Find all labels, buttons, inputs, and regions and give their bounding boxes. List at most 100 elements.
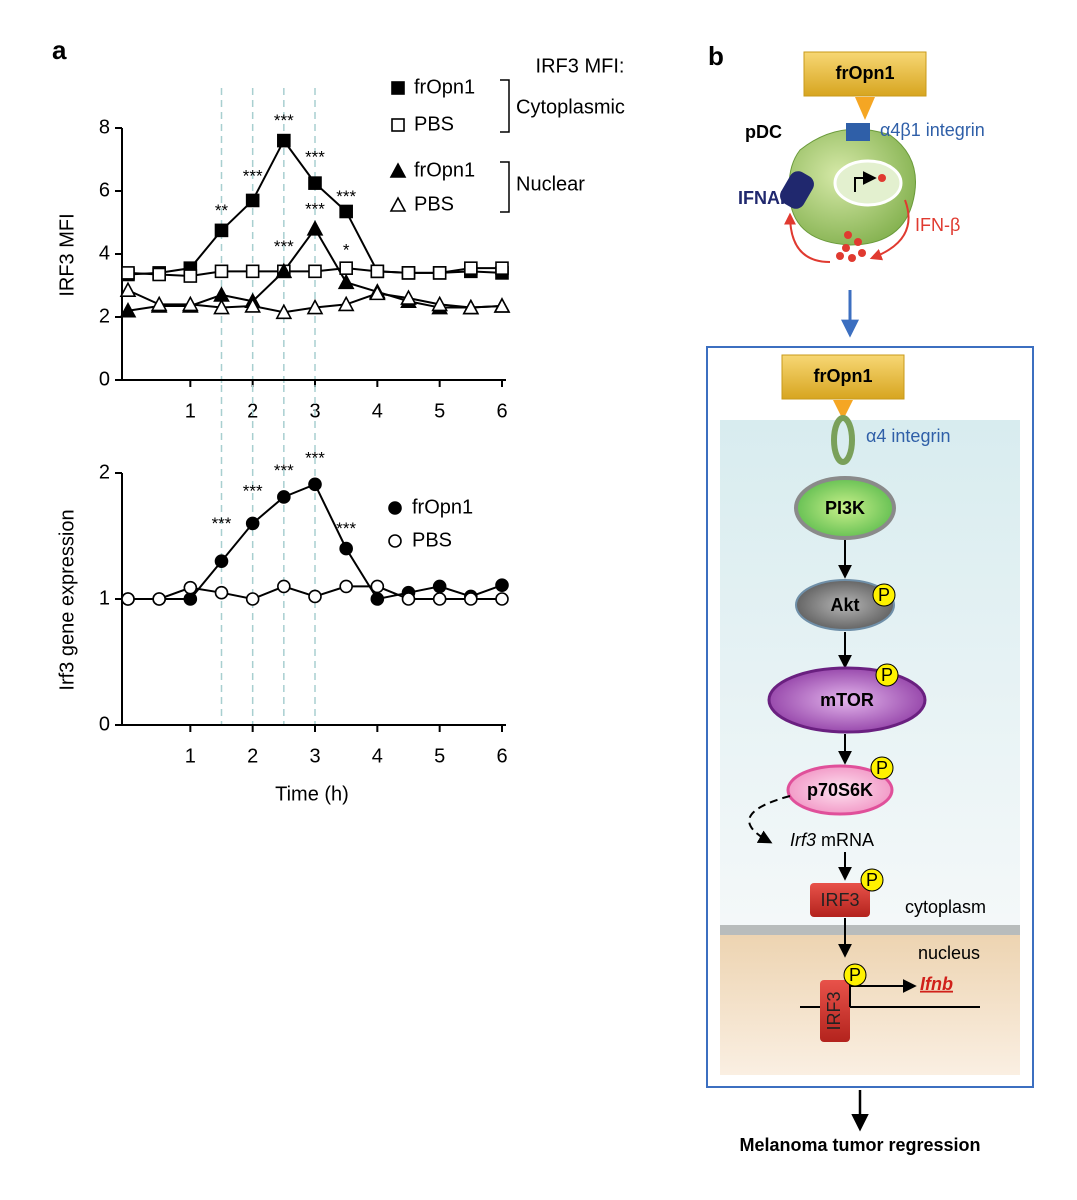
nucleus-label: nucleus xyxy=(918,943,980,963)
legend-label: PBS xyxy=(412,529,452,551)
marker xyxy=(245,592,260,606)
marker xyxy=(119,302,137,318)
marker xyxy=(339,204,353,219)
pi3k-node xyxy=(794,476,896,540)
marker xyxy=(432,266,447,280)
legend-label: PBS xyxy=(414,113,454,135)
marker xyxy=(152,267,166,282)
x-tick-label: 6 xyxy=(496,745,507,767)
significance: *** xyxy=(305,147,325,166)
irf3-label: IRF3 xyxy=(824,991,844,1030)
significance: *** xyxy=(243,166,263,185)
marker xyxy=(214,264,229,279)
significance: *** xyxy=(243,481,263,500)
marker xyxy=(308,589,322,604)
x-tick-label: 5 xyxy=(434,400,445,422)
marker xyxy=(214,223,229,238)
marker xyxy=(121,592,135,606)
panel-label: b xyxy=(708,41,724,71)
marker xyxy=(275,303,293,320)
legend-group: Nuclear xyxy=(516,173,585,195)
marker xyxy=(214,554,229,569)
x-tick-label: 6 xyxy=(496,400,507,422)
ligand-label: frOpn1 xyxy=(813,366,872,386)
nucleus-shape xyxy=(833,159,903,207)
marker xyxy=(464,261,478,275)
phospho-label: P xyxy=(866,870,878,890)
y-tick-label: 1 xyxy=(99,587,110,609)
gene-arrow xyxy=(854,171,877,192)
significance: *** xyxy=(336,519,356,538)
marker xyxy=(277,133,291,148)
x-tick-label: 1 xyxy=(185,400,196,422)
marker xyxy=(150,295,168,312)
marker xyxy=(119,281,137,298)
marker xyxy=(308,477,322,492)
marker xyxy=(213,298,230,315)
ligand-box xyxy=(781,354,905,400)
x-tick-label: 3 xyxy=(309,745,320,767)
nucleus-area xyxy=(720,925,1020,1075)
ifn-dots xyxy=(836,231,866,262)
phospho-circle xyxy=(875,663,899,687)
significance: *** xyxy=(305,199,325,218)
marker xyxy=(181,295,199,312)
marker xyxy=(370,592,385,606)
y-tick-label: 0 xyxy=(99,713,110,735)
legend-marker xyxy=(389,162,407,178)
legend-label: PBS xyxy=(414,193,454,215)
marker xyxy=(493,297,511,313)
legend-marker xyxy=(391,81,405,95)
y-tick-label: 0 xyxy=(99,368,110,390)
akt-label: Akt xyxy=(830,595,859,615)
marker xyxy=(308,264,322,279)
irf3-node xyxy=(820,980,850,1042)
pi3k-label: PI3K xyxy=(825,498,865,518)
receptor-label: α4 integrin xyxy=(866,426,950,446)
ligand-beam xyxy=(833,400,853,420)
ifnar-label: IFNAR xyxy=(738,188,793,208)
significance: *** xyxy=(305,449,325,468)
y-axis-label: Irf3 gene expression xyxy=(56,509,78,690)
marker xyxy=(183,592,198,606)
secretion-arrow xyxy=(869,199,910,261)
marker xyxy=(462,298,480,315)
integrin xyxy=(831,415,855,465)
mrna-gene: Irf3 xyxy=(790,830,816,850)
marker xyxy=(277,579,291,594)
marker xyxy=(401,266,416,280)
ligand-beam xyxy=(855,97,875,120)
phospho-tags: P P P P P xyxy=(843,583,899,987)
marker xyxy=(370,264,385,279)
marker xyxy=(432,579,447,594)
marker xyxy=(337,295,355,312)
marker xyxy=(245,264,260,279)
x-axis-label: Time (h) xyxy=(275,783,349,805)
marker xyxy=(401,592,416,606)
ligand-label: frOpn1 xyxy=(835,63,894,83)
ifnb-label: Ifnb xyxy=(920,974,953,994)
phospho-circle xyxy=(872,583,896,607)
marker xyxy=(308,176,322,190)
significance: *** xyxy=(274,237,294,256)
legend-marker xyxy=(388,501,402,515)
p70s6k-label: p70S6K xyxy=(807,780,873,800)
marker xyxy=(370,579,385,594)
marker xyxy=(245,193,260,208)
mtor-label: mTOR xyxy=(820,690,874,710)
receptor-label: α4β1 integrin xyxy=(880,120,985,140)
phospho-label: P xyxy=(881,665,893,685)
phospho-label: P xyxy=(878,585,890,605)
marker xyxy=(495,261,509,275)
ifn-label: IFN-β xyxy=(915,215,960,235)
marker xyxy=(368,284,386,301)
y-tick-label: 2 xyxy=(99,305,110,327)
phospho-circle xyxy=(870,756,894,780)
marker xyxy=(277,490,291,504)
marker xyxy=(306,298,324,315)
legend-title: IRF3 MFI: xyxy=(536,55,625,77)
marker xyxy=(464,592,478,606)
pathway-box xyxy=(706,346,1034,1088)
ligand-box xyxy=(803,51,927,97)
